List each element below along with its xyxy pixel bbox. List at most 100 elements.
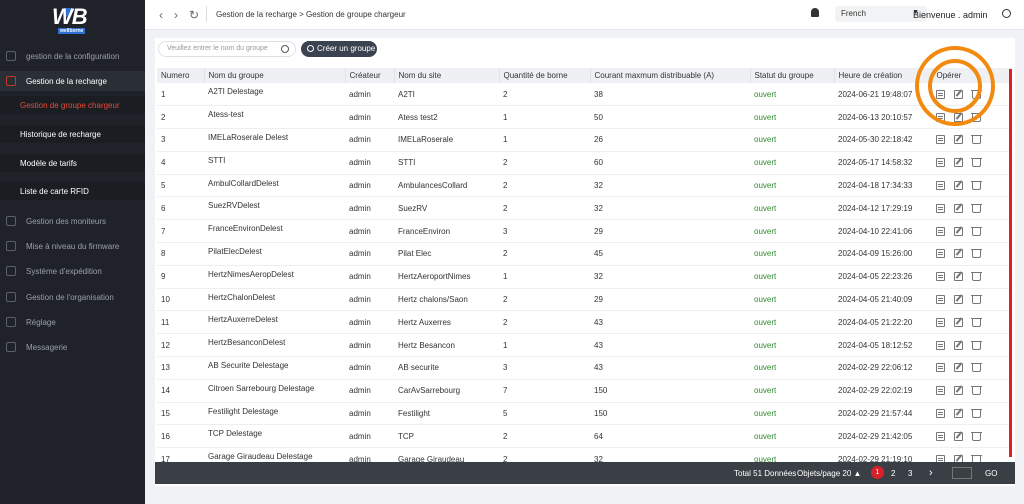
sidebar-subitem[interactable]: Gestion de groupe chargeur <box>0 96 145 114</box>
operations-cell <box>932 128 1010 152</box>
view-icon[interactable] <box>936 272 945 282</box>
view-icon[interactable] <box>936 158 945 168</box>
delete-icon[interactable] <box>971 431 982 441</box>
view-icon[interactable] <box>936 203 945 213</box>
delete-icon[interactable] <box>971 340 982 350</box>
view-icon[interactable] <box>936 181 945 191</box>
table-row[interactable]: 8 PilatElecDelest admin Pilat Elec 2 45 ouvert… <box>157 242 1010 266</box>
page-jump-input[interactable] <box>952 467 972 479</box>
column-header: Nom du site <box>394 68 500 83</box>
bell-icon[interactable] <box>811 8 819 17</box>
page-2[interactable]: 2 <box>891 469 896 478</box>
delete-icon[interactable] <box>971 226 982 236</box>
view-icon[interactable] <box>936 409 945 419</box>
edit-icon[interactable] <box>954 272 963 282</box>
edit-icon[interactable] <box>954 295 963 305</box>
table-row[interactable]: 13 AB Securite Delestage admin AB securite 3… <box>157 356 1010 380</box>
table-row[interactable]: 10 HertzChalonDelest admin Hertz chalons/Sa… <box>157 288 1010 312</box>
sidebar-subitem[interactable]: Modèle de tarifs <box>0 154 145 172</box>
next-page-icon[interactable]: › <box>929 467 933 479</box>
table-row[interactable]: 4 STTI admin STTI 2 60 ouvert 2024-05-17 14:58:… <box>157 151 1010 175</box>
table-row[interactable]: 5 AmbulCollardDelest admin AmbulancesCollar… <box>157 174 1010 198</box>
table-cell: SuezRV <box>394 196 499 221</box>
table-row[interactable]: 14 Citroen Sarrebourg Delestage admin CarAv… <box>157 379 1010 403</box>
sidebar-item[interactable]: Système d'expédition <box>0 261 145 281</box>
view-icon[interactable] <box>936 226 945 236</box>
sidebar-item[interactable]: Mise à niveau du firmware <box>0 236 145 256</box>
table-row[interactable]: 7 FranceEnvironDelest admin FranceEnviron 3 2… <box>157 219 1010 244</box>
sidebar-item[interactable]: Réglage <box>0 312 145 332</box>
table-row[interactable]: 9 HertzNimesAeropDelest admin HertzAeroport… <box>157 265 1010 289</box>
edit-icon[interactable] <box>954 386 963 396</box>
table-cell: 2024-05-17 14:58:32 <box>834 151 932 175</box>
refresh-icon[interactable]: ↻ <box>189 8 200 22</box>
table-cell: 1 <box>499 105 590 130</box>
table-row[interactable]: 11 HertzAuxerreDelest admin Hertz Auxerres 2… <box>157 310 1010 335</box>
view-icon[interactable] <box>936 249 945 259</box>
delete-icon[interactable] <box>971 295 982 305</box>
table-row[interactable]: 2 Atess-test admin Atess test2 1 50 ouvert 2024… <box>157 105 1010 130</box>
sidebar-subitem[interactable]: Liste de carte RFID <box>0 182 145 200</box>
edit-icon[interactable] <box>954 317 963 327</box>
table-cell: 1 <box>499 333 590 358</box>
delete-icon[interactable] <box>971 203 982 213</box>
delete-icon[interactable] <box>971 317 982 327</box>
view-icon[interactable] <box>936 135 945 145</box>
sidebar-item[interactable]: gestion de la configuration <box>0 46 145 66</box>
table-cell: admin <box>345 196 394 221</box>
table-cell: admin <box>345 288 394 312</box>
view-icon[interactable] <box>936 363 945 373</box>
per-page-select[interactable]: Objets/page 20 ▲ <box>797 469 862 478</box>
delete-icon[interactable] <box>971 409 982 419</box>
search-icon[interactable] <box>281 45 289 53</box>
edit-icon[interactable] <box>954 135 963 145</box>
search-input[interactable]: Veuillez entrer le nom du groupe <box>158 41 296 57</box>
edit-icon[interactable] <box>954 203 963 213</box>
forward-arrow-icon[interactable]: › <box>174 8 178 22</box>
edit-icon[interactable] <box>954 226 963 236</box>
edit-icon[interactable] <box>954 363 963 373</box>
view-icon[interactable] <box>936 431 945 441</box>
language-value: French <box>841 9 866 18</box>
edit-icon[interactable] <box>954 249 963 259</box>
delete-icon[interactable] <box>971 181 982 191</box>
view-icon[interactable] <box>936 386 945 396</box>
view-icon[interactable] <box>936 340 945 350</box>
sidebar-item[interactable]: Gestion de la recharge <box>0 71 145 91</box>
column-header: Créateur <box>345 68 395 83</box>
edit-icon[interactable] <box>954 181 963 191</box>
delete-icon[interactable] <box>971 363 982 373</box>
edit-icon[interactable] <box>954 409 963 419</box>
sidebar-item-label: Mise à niveau du firmware <box>26 241 120 251</box>
delete-icon[interactable] <box>971 249 982 259</box>
back-arrow-icon[interactable]: ‹ <box>159 8 163 22</box>
language-select[interactable]: French ▼ <box>835 6 927 22</box>
view-icon[interactable] <box>936 295 945 305</box>
sidebar-subitem[interactable]: Historique de recharge <box>0 125 145 143</box>
edit-icon[interactable] <box>954 340 963 350</box>
table-row[interactable]: 15 Festilight Delestage admin Festilight 5 15… <box>157 402 1010 426</box>
delete-icon[interactable] <box>971 135 982 145</box>
table-cell: admin <box>345 424 394 449</box>
table-row[interactable]: 3 IMELaRoserale Delest admin IMELaRoserale 1… <box>157 128 1010 152</box>
table-cell: 32 <box>590 196 750 221</box>
go-button[interactable]: GO <box>985 469 998 478</box>
sidebar-item[interactable]: Gestion des moniteurs <box>0 211 145 231</box>
sidebar-item[interactable]: Messagerie <box>0 337 145 357</box>
edit-icon[interactable] <box>954 158 963 168</box>
table-row[interactable]: 6 SuezRVDelest admin SuezRV 2 32 ouvert 2024-04… <box>157 196 1010 221</box>
delete-icon[interactable] <box>971 272 982 282</box>
view-icon[interactable] <box>936 317 945 327</box>
table-row[interactable]: 16 TCP Delestage admin TCP 2 64 ouvert 2024-02-… <box>157 424 1010 449</box>
power-icon[interactable] <box>1002 9 1011 18</box>
sidebar-item[interactable]: Gestion de l'organisation <box>0 287 145 307</box>
delete-icon[interactable] <box>971 158 982 168</box>
edit-icon[interactable] <box>954 431 963 441</box>
scrollbar[interactable] <box>1009 69 1012 457</box>
table-row[interactable]: 1 A2TI Delestage admin A2TI 2 38 ouvert 2024-06… <box>157 83 1010 107</box>
table-row[interactable]: 12 HertzBesanconDelest admin Hertz Besancon… <box>157 333 1010 358</box>
create-group-button[interactable]: Créer un groupe <box>301 41 377 57</box>
page-1[interactable]: 1 <box>871 466 884 479</box>
delete-icon[interactable] <box>971 386 982 396</box>
page-3[interactable]: 3 <box>908 469 913 478</box>
